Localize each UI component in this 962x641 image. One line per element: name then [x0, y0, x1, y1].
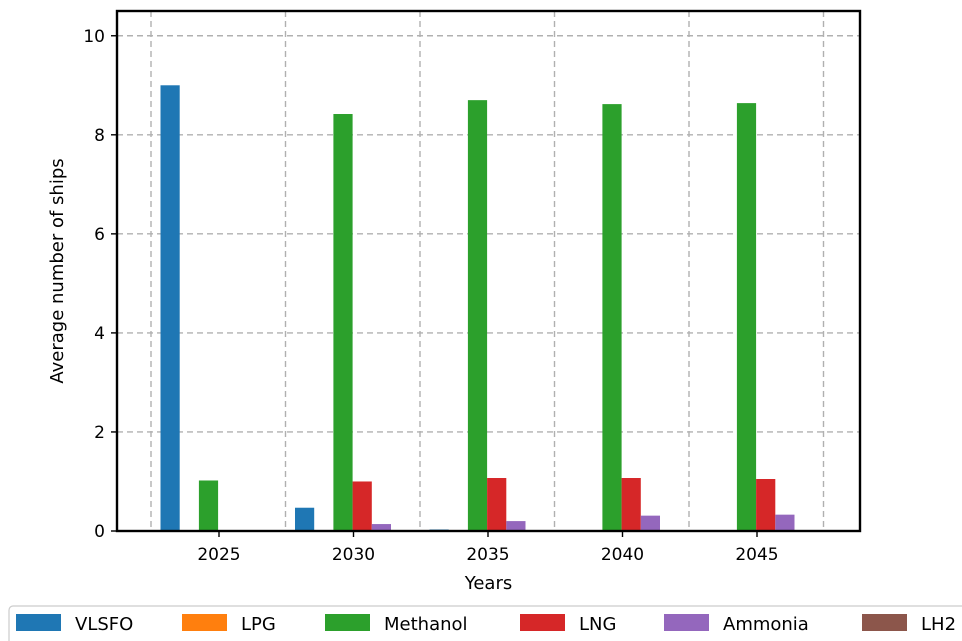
bar-methanol-2025 — [198, 480, 219, 531]
y-tick-label: 2 — [94, 423, 105, 443]
legend-label-lpg: LPG — [241, 614, 276, 635]
legend-label-methanol: Methanol — [384, 614, 468, 635]
legend-swatch-ammonia — [664, 614, 709, 631]
y-tick-label: 4 — [94, 324, 105, 344]
x-tick-label: 2035 — [466, 545, 509, 565]
legend-swatch-lh2 — [862, 614, 907, 631]
bar-vlsfo-2025 — [160, 85, 180, 532]
legend-label-vlsfo: VLSFO — [75, 614, 133, 635]
bar-lng-2035 — [487, 478, 507, 531]
legend-label-ammonia: Ammonia — [723, 614, 809, 635]
bar-ammonia-2045 — [775, 514, 795, 531]
y-tick-label: 8 — [94, 126, 105, 146]
legend: VLSFO LPG Methanol LNG Ammonia LH2 — [8, 605, 962, 641]
bar-methanol-2035 — [467, 100, 488, 532]
legend-swatch-methanol — [325, 614, 370, 631]
bar-vlsfo-2030 — [295, 507, 315, 531]
legend-swatch-vlsfo — [16, 614, 61, 631]
x-tick-label: 2045 — [735, 545, 778, 565]
y-axis-ticks: 0 2 4 6 8 10 — [83, 27, 117, 542]
legend-swatch-lng — [520, 614, 565, 631]
bar-ammonia-2040 — [640, 515, 660, 531]
legend-label-lng: LNG — [579, 614, 616, 635]
x-tick-label: 2025 — [197, 545, 240, 565]
x-tick-label: 2040 — [601, 545, 644, 565]
bar-ammonia-2035 — [506, 521, 526, 531]
bar-lng-2045 — [756, 479, 776, 531]
bar-methanol-2040 — [602, 104, 622, 531]
x-axis-title: Years — [464, 573, 513, 594]
y-tick-label: 10 — [83, 27, 105, 47]
legend-swatch-lpg — [182, 614, 227, 631]
bar-methanol-2030 — [333, 114, 353, 531]
x-tick-label: 2030 — [332, 545, 375, 565]
y-tick-label: 6 — [94, 225, 105, 245]
y-tick-label: 0 — [94, 522, 105, 542]
bar-lng-2040 — [621, 478, 641, 531]
x-axis-ticks: 2025 2030 2035 2040 2045 — [197, 531, 779, 565]
bar-methanol-2045 — [736, 103, 757, 531]
legend-label-lh2: LH2 — [921, 614, 956, 635]
y-axis-title: Average number of ships — [47, 158, 68, 383]
bar-ammonia-2030 — [371, 524, 391, 531]
bar-lng-2030 — [352, 481, 372, 531]
legend-frame — [8, 605, 962, 641]
bars — [160, 85, 795, 532]
